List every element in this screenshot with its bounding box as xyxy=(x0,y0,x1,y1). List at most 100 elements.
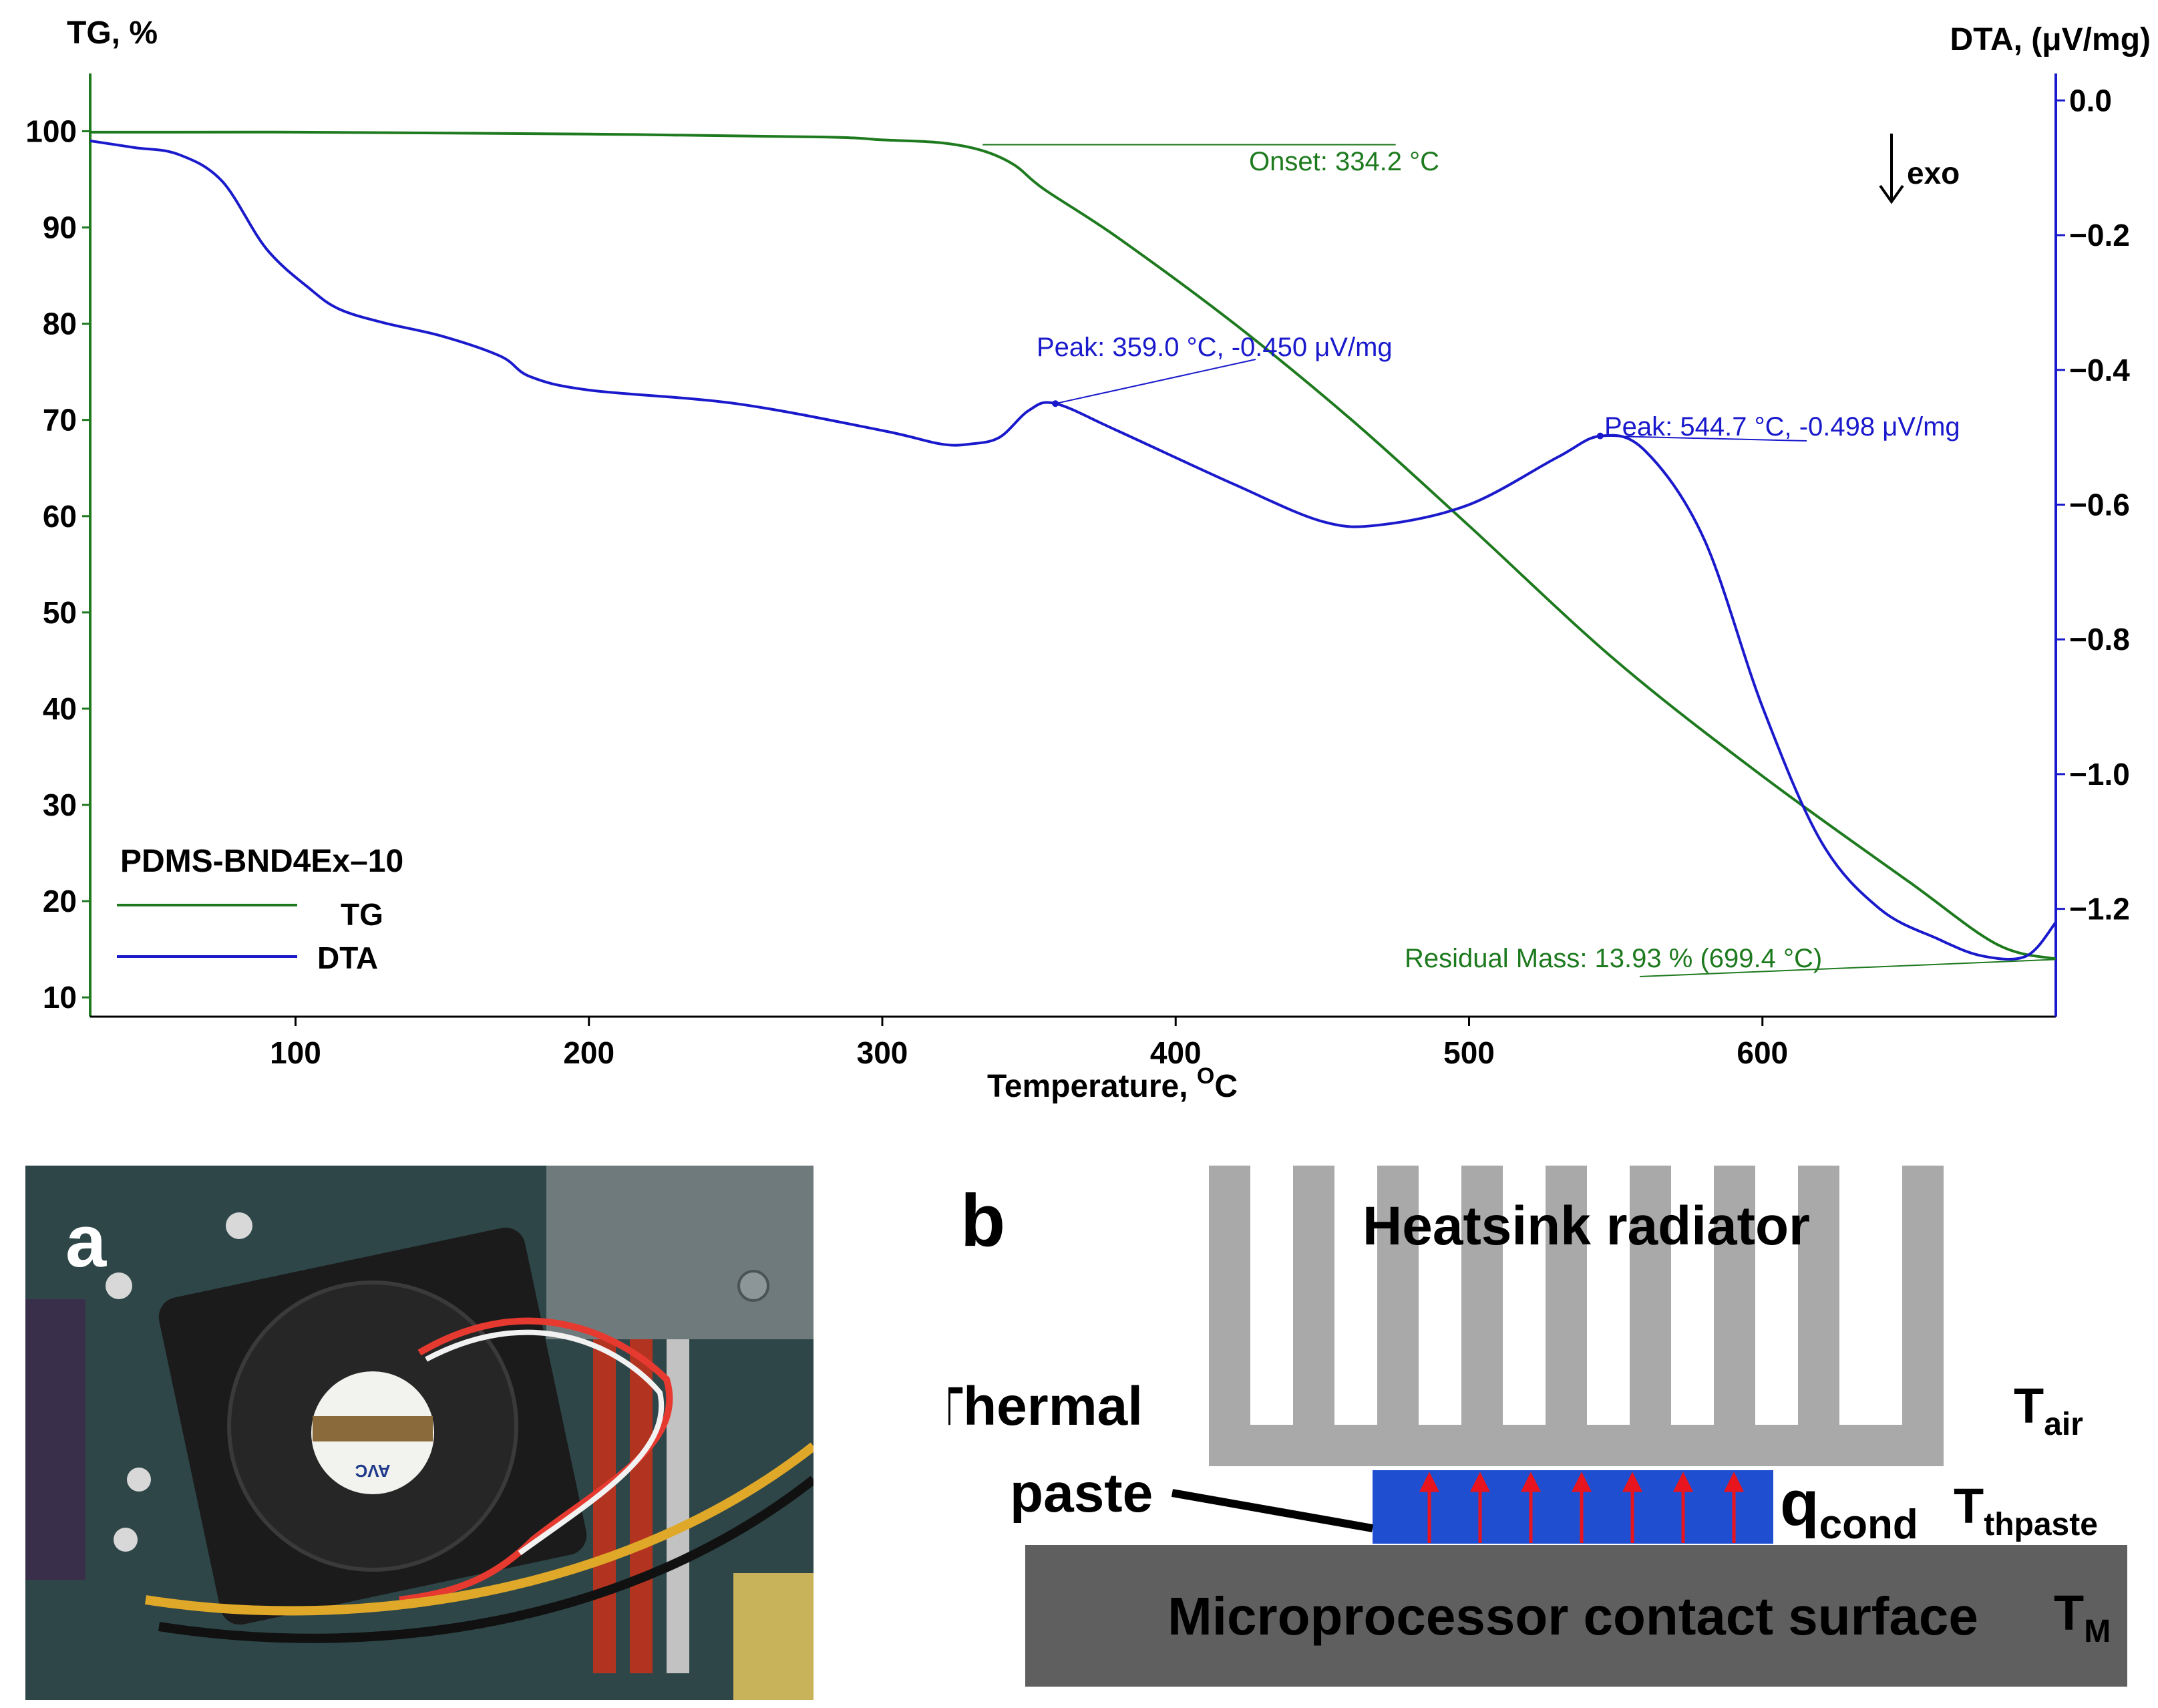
panel-a-photo: AVC a xyxy=(25,1166,814,1700)
fan-cable-white xyxy=(425,1329,664,1556)
ram-slot-1 xyxy=(593,1339,616,1673)
q-cond-label: qcond xyxy=(1780,1468,1918,1548)
t-air-sub: air xyxy=(2044,1407,2083,1442)
peak-2-annotation: Peak: 544.7 °C, -0.498 μV/mg xyxy=(1604,412,1960,442)
heatsink-fin-9 xyxy=(1902,1166,1944,1433)
connector-header xyxy=(733,1573,814,1700)
heatsink-fin-1 xyxy=(1209,1166,1250,1433)
y-left-tick-label: 10 xyxy=(43,980,77,1015)
t-thpaste-sub: thpaste xyxy=(1984,1507,2098,1542)
heatsink-fin-8 xyxy=(1798,1166,1839,1433)
heatsink-fin-6 xyxy=(1630,1166,1671,1433)
x-axis-title-sup: O xyxy=(1197,1063,1214,1089)
onset-annotation: Onset: 334.2 °C xyxy=(1249,147,1439,176)
capacitor-3 xyxy=(114,1528,138,1552)
peak-2-leader xyxy=(1600,435,1807,442)
y-left-tick-label: 80 xyxy=(43,307,77,341)
x-axis-title-text: Temperature, xyxy=(987,1069,1197,1104)
y-left-tick-label: 90 xyxy=(43,210,77,245)
psu-cable-black xyxy=(158,1476,814,1643)
t-m-label: TM xyxy=(2054,1585,2111,1649)
heat-flux-arrowhead-6 xyxy=(1672,1472,1694,1492)
microprocessor-surface xyxy=(1025,1545,2127,1687)
t-m-main: T xyxy=(2054,1585,2084,1641)
y-left-tick-label: 70 xyxy=(43,403,77,438)
x-tick-label: 600 xyxy=(1737,1035,1788,1070)
legend: PDMS-BND4Ex–10 TG DTA xyxy=(117,844,403,975)
heatsink-fin-4 xyxy=(1461,1166,1503,1433)
fan-brand-label: AVC xyxy=(355,1461,390,1481)
series-line-dta xyxy=(89,139,2057,961)
y-right-tick-label: −1.2 xyxy=(2069,892,2130,926)
capacitor-1 xyxy=(106,1272,132,1299)
capacitor-4 xyxy=(226,1212,252,1239)
x-tick-label: 300 xyxy=(857,1035,908,1070)
y-left-tick-label: 40 xyxy=(43,691,77,726)
psu-cable-yellow xyxy=(144,1442,814,1616)
t-air-label: Tair xyxy=(2014,1378,2083,1442)
t-m-sub: M xyxy=(2084,1614,2111,1649)
panel-b-letter: b xyxy=(960,1180,1005,1262)
thermal-paste-layer xyxy=(1373,1470,1773,1544)
heat-flux-arrowhead-3 xyxy=(1520,1472,1542,1492)
y-left-tick-label: 60 xyxy=(43,499,77,534)
x-tick-label: 200 xyxy=(563,1035,614,1070)
thermal-paste-pointer xyxy=(1171,1489,1374,1532)
y-right-tick-label: −0.6 xyxy=(2069,487,2130,522)
peak-1-leader xyxy=(1055,359,1256,405)
left-board xyxy=(25,1299,85,1580)
tg-dta-chart: 100 200 300 400 500 600 10 20 30 40 50 60 70 80 90 100 0… xyxy=(25,15,2151,1104)
thermal-paste-label-line1: Thermal xyxy=(948,1376,1143,1437)
y-right-tick-label: 0.0 xyxy=(2069,83,2112,118)
t-air-main: T xyxy=(2014,1378,2044,1433)
thermal-paste-label-line2: paste xyxy=(1010,1463,1153,1524)
q-cond-sub: cond xyxy=(1819,1502,1918,1548)
x-axis-title: Temperature, OC xyxy=(987,1063,1238,1104)
heat-flux-arrowhead-1 xyxy=(1419,1472,1440,1492)
y-right-tick-label: −0.4 xyxy=(2069,353,2130,387)
x-tick-label: 100 xyxy=(270,1035,321,1070)
case-screw xyxy=(737,1270,769,1302)
cpu-cooler-illustration: AVC xyxy=(25,1166,814,1700)
panel-a-letter: a xyxy=(65,1200,107,1283)
heatsink-fin-3 xyxy=(1377,1166,1419,1433)
y-left-axis-title: TG, % xyxy=(67,15,158,51)
legend-label-tg: TG xyxy=(341,897,383,932)
case-panel xyxy=(546,1166,814,1339)
heat-flux-arrowhead-4 xyxy=(1571,1472,1592,1492)
heatsink-fin-2 xyxy=(1293,1166,1334,1433)
panel-b-schematic: b Heatsink radiator Microprocessor conta… xyxy=(948,1166,2127,1687)
series-line-tg xyxy=(89,130,2056,961)
q-cond-main: q xyxy=(1780,1468,1819,1539)
heat-flux-arrowhead-7 xyxy=(1723,1472,1745,1492)
y-left-tick-label: 30 xyxy=(43,788,77,822)
y-left-tick-label: 100 xyxy=(25,114,77,148)
t-thpaste-main: T xyxy=(1954,1478,1984,1534)
exo-arrow-head xyxy=(1879,184,1904,204)
microprocessor-label: Microprocessor contact surface xyxy=(1167,1586,1978,1646)
y-right-tick-label: −0.2 xyxy=(2069,218,2130,252)
heat-flux-arrows xyxy=(1419,1472,1745,1543)
y-left-tick-label: 50 xyxy=(43,595,77,630)
heatsink-fin-5 xyxy=(1546,1166,1587,1433)
y-right-axis-title: DTA, (μV/mg) xyxy=(1950,22,2151,57)
capacitor-2 xyxy=(127,1468,151,1492)
legend-title: PDMS-BND4Ex–10 xyxy=(120,844,403,879)
exo-label: exo xyxy=(1907,156,1960,190)
fan-hub-band xyxy=(313,1416,433,1441)
heat-flux-arrowhead-5 xyxy=(1622,1472,1643,1492)
heatsink-radiator xyxy=(1209,1166,1944,1466)
x-tick-label: 500 xyxy=(1443,1035,1495,1070)
t-thpaste-label: Tthpaste xyxy=(1954,1478,2098,1542)
y-right-tick-label: −0.8 xyxy=(2069,622,2130,657)
heatsink-label: Heatsink radiator xyxy=(1363,1196,1810,1256)
residual-annotation: Residual Mass: 13.93 % (699.4 °C) xyxy=(1405,944,1822,973)
heat-flux-arrowhead-2 xyxy=(1469,1472,1491,1492)
ram-slot-2 xyxy=(630,1339,653,1673)
exo-marker: exo xyxy=(1879,134,1960,204)
residual-leader xyxy=(1639,959,2054,977)
y-right-tick-label: −1.0 xyxy=(2069,757,2130,792)
peak-1-annotation: Peak: 359.0 °C, -0.450 μV/mg xyxy=(1037,333,1393,362)
x-axis-title-unit: C xyxy=(1214,1069,1238,1104)
legend-label-dta: DTA xyxy=(317,941,378,975)
